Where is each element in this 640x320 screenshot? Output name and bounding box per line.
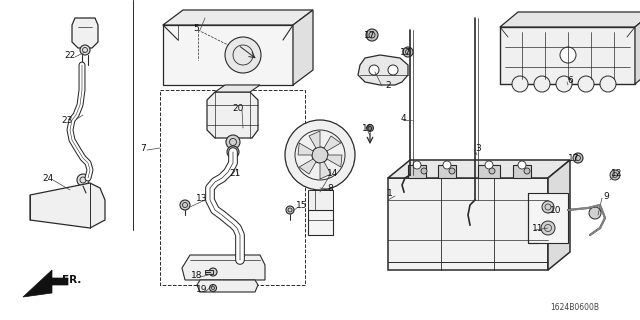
Bar bbox=[478, 165, 500, 178]
Polygon shape bbox=[388, 178, 548, 270]
Circle shape bbox=[578, 76, 594, 92]
Circle shape bbox=[573, 153, 583, 163]
Circle shape bbox=[421, 168, 427, 174]
Circle shape bbox=[485, 161, 493, 169]
Text: 17: 17 bbox=[568, 154, 580, 163]
Text: 10: 10 bbox=[550, 205, 562, 214]
Circle shape bbox=[180, 200, 190, 210]
Text: 13: 13 bbox=[196, 194, 208, 203]
Circle shape bbox=[209, 268, 217, 276]
Circle shape bbox=[589, 207, 601, 219]
Text: 11: 11 bbox=[532, 223, 544, 233]
Circle shape bbox=[443, 161, 451, 169]
Polygon shape bbox=[320, 162, 331, 179]
Text: 8: 8 bbox=[327, 183, 333, 193]
Circle shape bbox=[518, 161, 526, 169]
Bar bbox=[438, 165, 456, 178]
Text: 1: 1 bbox=[387, 188, 393, 197]
Bar bbox=[160, 90, 305, 285]
Polygon shape bbox=[300, 159, 316, 174]
Circle shape bbox=[367, 124, 374, 132]
Circle shape bbox=[225, 37, 261, 73]
Circle shape bbox=[413, 161, 421, 169]
Polygon shape bbox=[309, 131, 320, 148]
Polygon shape bbox=[548, 160, 570, 270]
Circle shape bbox=[610, 170, 620, 180]
Bar bbox=[308, 210, 333, 235]
Text: 12: 12 bbox=[611, 169, 623, 178]
Text: 20: 20 bbox=[232, 103, 244, 113]
Circle shape bbox=[286, 206, 294, 214]
Text: 4: 4 bbox=[400, 114, 406, 123]
Circle shape bbox=[77, 174, 89, 186]
Text: 7: 7 bbox=[140, 143, 146, 153]
Polygon shape bbox=[635, 12, 640, 84]
Circle shape bbox=[227, 146, 239, 158]
Circle shape bbox=[560, 47, 576, 63]
Text: 21: 21 bbox=[229, 169, 241, 178]
Text: 1624B0600B: 1624B0600B bbox=[550, 303, 600, 313]
Bar bbox=[528, 193, 568, 243]
Polygon shape bbox=[215, 85, 260, 92]
Bar bbox=[408, 165, 426, 178]
Circle shape bbox=[388, 65, 398, 75]
Circle shape bbox=[209, 284, 216, 292]
Polygon shape bbox=[23, 270, 68, 297]
Polygon shape bbox=[207, 92, 258, 138]
Circle shape bbox=[534, 76, 550, 92]
Bar bbox=[308, 190, 333, 210]
Polygon shape bbox=[30, 183, 105, 228]
Text: 9: 9 bbox=[603, 191, 609, 201]
Text: 6: 6 bbox=[567, 76, 573, 84]
Polygon shape bbox=[327, 155, 342, 167]
Circle shape bbox=[541, 221, 555, 235]
Text: 24: 24 bbox=[42, 173, 54, 182]
Polygon shape bbox=[182, 255, 265, 280]
Polygon shape bbox=[197, 280, 258, 292]
Text: 3: 3 bbox=[475, 143, 481, 153]
Circle shape bbox=[556, 76, 572, 92]
Circle shape bbox=[285, 120, 355, 190]
Text: 14: 14 bbox=[327, 169, 339, 178]
Text: 17: 17 bbox=[400, 47, 412, 57]
Circle shape bbox=[489, 168, 495, 174]
Polygon shape bbox=[293, 10, 313, 85]
Text: 2: 2 bbox=[385, 81, 391, 90]
Circle shape bbox=[369, 65, 379, 75]
Bar bbox=[205, 270, 213, 274]
Text: 22: 22 bbox=[65, 51, 76, 60]
Circle shape bbox=[403, 47, 413, 57]
Text: 17: 17 bbox=[364, 30, 376, 39]
Polygon shape bbox=[500, 27, 635, 84]
Circle shape bbox=[366, 29, 378, 41]
Polygon shape bbox=[163, 10, 313, 25]
Text: 15: 15 bbox=[296, 201, 308, 210]
Text: 23: 23 bbox=[61, 116, 73, 124]
Bar bbox=[513, 165, 531, 178]
Circle shape bbox=[600, 76, 616, 92]
Text: 18: 18 bbox=[191, 270, 203, 279]
Polygon shape bbox=[298, 143, 313, 155]
Text: 16: 16 bbox=[362, 124, 374, 132]
Text: FR.: FR. bbox=[62, 275, 82, 285]
Circle shape bbox=[512, 76, 528, 92]
Circle shape bbox=[80, 45, 90, 55]
Polygon shape bbox=[358, 55, 408, 85]
Circle shape bbox=[542, 201, 554, 213]
Text: 5: 5 bbox=[193, 23, 199, 33]
Polygon shape bbox=[324, 136, 340, 151]
Polygon shape bbox=[72, 18, 98, 48]
Circle shape bbox=[312, 147, 328, 163]
Polygon shape bbox=[500, 12, 640, 27]
Circle shape bbox=[524, 168, 530, 174]
Polygon shape bbox=[388, 160, 570, 178]
Circle shape bbox=[449, 168, 455, 174]
Polygon shape bbox=[163, 25, 293, 85]
Text: 19: 19 bbox=[196, 285, 208, 294]
Circle shape bbox=[226, 135, 240, 149]
